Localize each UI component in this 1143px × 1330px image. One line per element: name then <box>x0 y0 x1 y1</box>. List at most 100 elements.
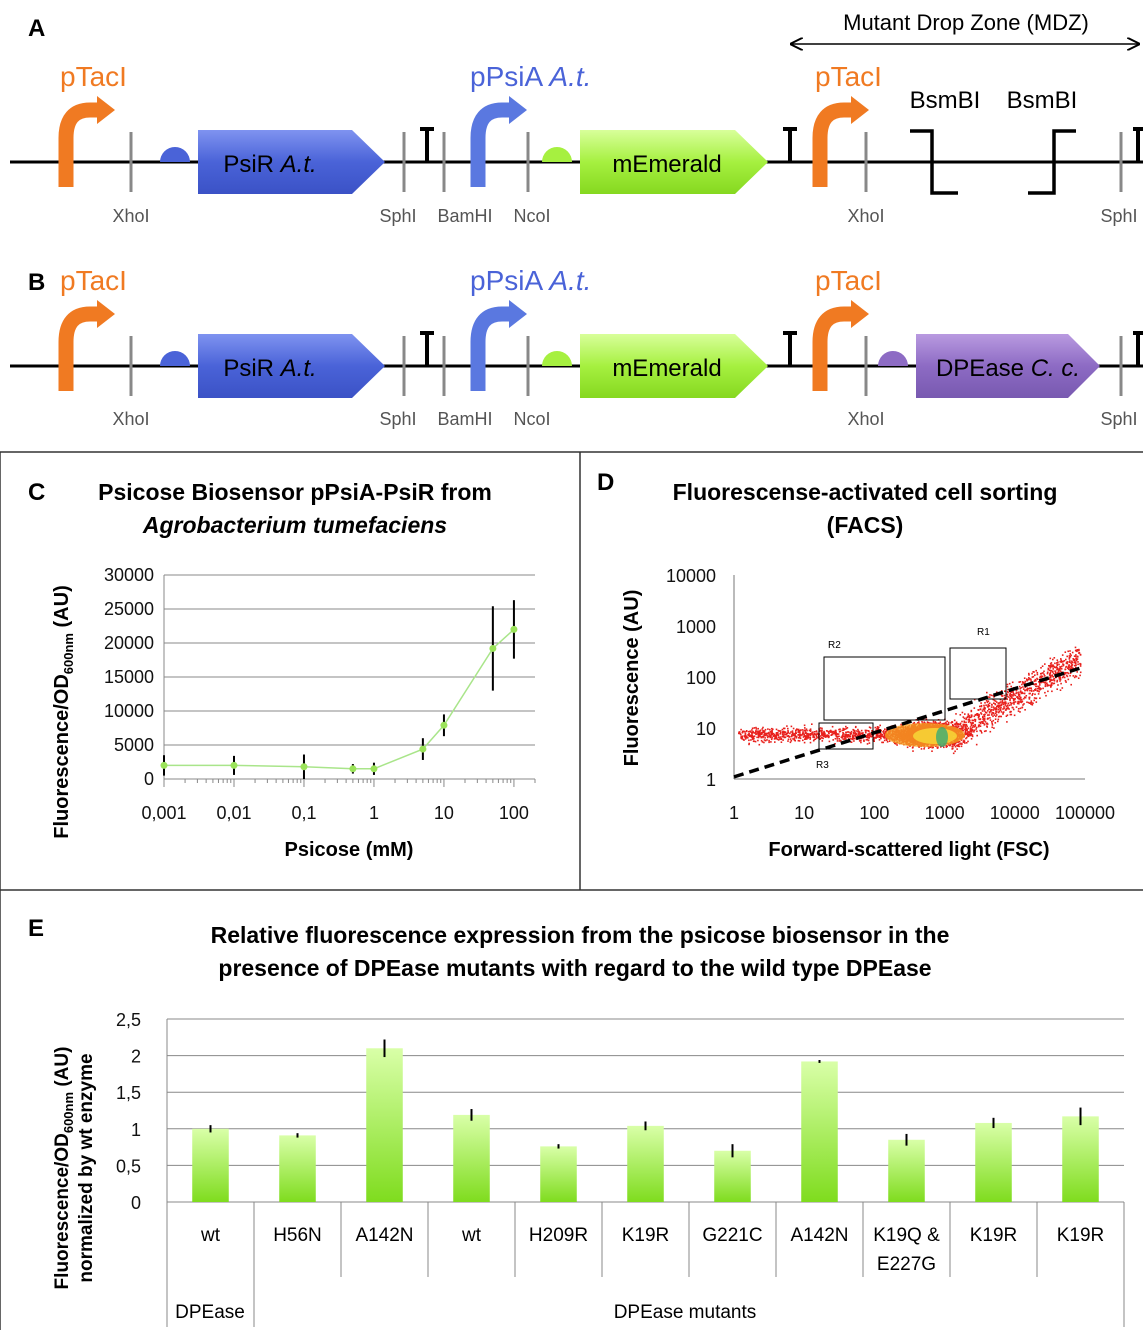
facs-dot <box>965 718 967 721</box>
facs-dot <box>990 706 993 708</box>
facs-dot <box>1014 697 1016 700</box>
facs-dot <box>1010 691 1012 694</box>
facs-dot <box>994 722 997 724</box>
facs-dot <box>1049 667 1052 669</box>
facs-dot <box>823 734 826 737</box>
facs-dot <box>882 731 884 733</box>
facs-dot <box>784 731 786 733</box>
facs-dot <box>853 737 856 740</box>
facs-dot <box>998 705 1001 708</box>
facs-dot <box>798 731 801 733</box>
facs-dot <box>1030 678 1032 681</box>
facs-dot <box>804 727 806 729</box>
facs-dot <box>809 734 812 737</box>
facs-dot <box>1067 667 1069 669</box>
facs-dot <box>762 729 764 732</box>
facs-dot <box>966 733 969 736</box>
facs-dot <box>755 726 757 729</box>
facs-dot <box>842 729 845 731</box>
facs-dot <box>1056 664 1059 666</box>
promoter-arrow-icon <box>812 102 854 187</box>
facs-dot <box>983 730 986 733</box>
facs-dot <box>995 712 997 715</box>
facs-dot <box>857 732 860 734</box>
facs-dot <box>1052 658 1054 661</box>
facs-dot <box>789 741 792 744</box>
facs-dot <box>979 721 982 724</box>
facs-dot <box>1060 660 1063 662</box>
facs-dot <box>1005 707 1008 710</box>
facs-dot <box>775 728 778 731</box>
facs-dot <box>987 704 989 707</box>
facs-dot <box>805 728 808 730</box>
facs-dot <box>1033 699 1035 702</box>
facs-dot <box>816 732 819 735</box>
chart-c-ylabel: Fluorescence/OD600nm (AU) <box>51 585 76 838</box>
facs-dot <box>828 732 830 735</box>
facs-dot <box>1040 675 1043 677</box>
facs-dot <box>1049 672 1052 675</box>
facs-dot <box>878 739 881 741</box>
terminator-icon <box>420 331 434 366</box>
facs-dot <box>787 735 790 737</box>
x-tick-label: E227G <box>877 1254 936 1275</box>
facs-dot <box>779 732 782 734</box>
facs-dot <box>1017 694 1020 696</box>
x-tick-label: 100 <box>499 803 529 823</box>
facs-dot <box>842 732 844 734</box>
facs-dot <box>1069 672 1072 674</box>
facs-dot <box>850 741 853 743</box>
facs-dot <box>970 731 973 733</box>
facs-dot <box>1016 691 1018 694</box>
facs-dot <box>873 740 875 742</box>
promoter-arrow-icon <box>58 102 100 187</box>
facs-dot <box>1039 675 1042 678</box>
facs-dot <box>1049 680 1052 682</box>
promoter-label: pTacI <box>60 265 127 296</box>
facs-dot <box>1009 713 1012 716</box>
facs-dot <box>1036 685 1038 688</box>
facs-dot <box>821 737 824 739</box>
facs-dot <box>821 730 823 732</box>
facs-dot <box>1020 700 1022 702</box>
facs-dot <box>1019 698 1021 701</box>
y-tick-label: 30000 <box>104 565 154 585</box>
facs-dot <box>866 743 869 745</box>
facs-dot <box>911 747 914 749</box>
facs-dot <box>761 741 764 743</box>
facs-dot <box>997 708 1000 711</box>
facs-dot <box>823 733 825 736</box>
facs-dot <box>780 737 783 740</box>
facs-dot <box>881 741 883 744</box>
facs-dot <box>996 691 998 693</box>
facs-dot <box>1047 667 1050 670</box>
facs-dot <box>966 725 968 728</box>
facs-dot <box>989 708 991 711</box>
y-tick-label: 10 <box>696 719 716 739</box>
facs-dot <box>994 700 997 702</box>
facs-dot <box>1032 702 1034 705</box>
facs-dot <box>969 721 972 724</box>
facs-dot <box>1041 665 1044 667</box>
facs-dot <box>747 734 750 736</box>
x-tick-label: 10 <box>794 803 814 823</box>
facs-dot <box>946 723 948 726</box>
facs-dot <box>880 737 882 740</box>
facs-dot <box>791 734 793 737</box>
facs-dot <box>821 732 824 734</box>
facs-dot <box>874 736 876 739</box>
facs-dot <box>1021 692 1024 694</box>
facs-dot <box>1026 689 1029 692</box>
facs-dot <box>1052 679 1055 681</box>
facs-dot <box>757 739 759 742</box>
facs-point-cloud <box>738 646 1082 755</box>
facs-dot <box>844 734 846 736</box>
facs-dot <box>825 735 828 738</box>
facs-dot <box>1071 651 1074 654</box>
facs-dot <box>997 704 1000 707</box>
facs-dot <box>795 729 797 732</box>
facs-dot <box>955 721 958 724</box>
panel-a: A Mutant Drop Zone (MDZ) pTacI XhoI PsiR… <box>10 10 1143 226</box>
facs-dot <box>1064 672 1067 675</box>
facs-dot <box>802 736 805 738</box>
